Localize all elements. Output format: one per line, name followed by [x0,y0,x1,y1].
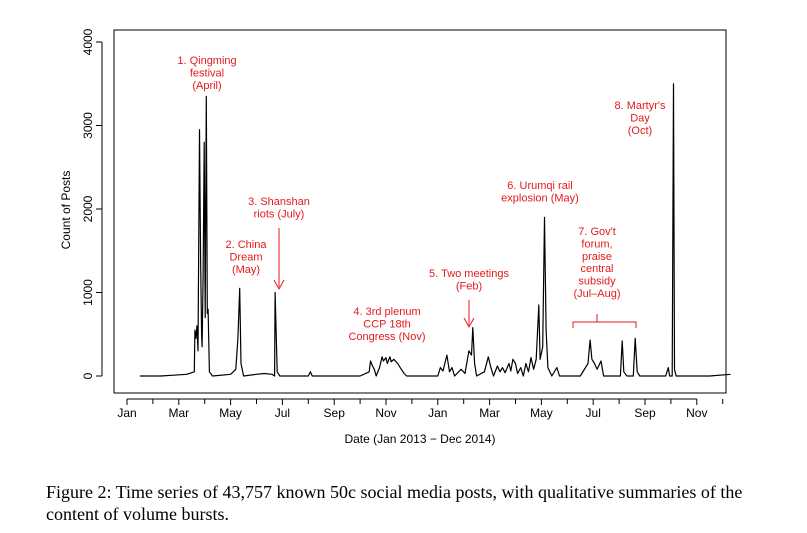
x-tick-label: Mar [168,406,189,420]
series-line [139,83,731,377]
annotation-text: 3. Shanshan [248,196,310,208]
y-tick-label: 0 [81,372,95,379]
plot-frame [113,29,727,394]
annotation-text: 1. Qingming [177,55,236,67]
annotation-text: forum, [581,238,612,250]
annotation-text: CCP 18th [363,318,411,330]
annotation-text: (April) [192,80,221,92]
annotation-text: riots (July) [254,208,305,220]
annotation-text: festival [190,67,224,79]
x-tick-label: Jul [275,406,290,420]
govt-forum-bracket [572,321,637,328]
time-series-chart: 0 1000 2000 3000 4000 Jan Mar May Jul Sep Nov Jan M… [59,28,731,446]
annotation-text: 7. Gov't [578,226,616,238]
x-tick-label: Nov [375,406,396,420]
annotation-text: 6. Urumqi rail [507,180,572,192]
x-tick-label: Jan [117,406,136,420]
annotation-text: 4. 3rd plenum [353,306,420,318]
x-tick-label: Mar [479,406,500,420]
x-axis-label: Date (Jan 2013 − Dec 2014) [344,432,495,446]
annotation-text: (Feb) [456,280,482,292]
annotation-text: subsidy [578,276,616,288]
y-tick-label: 2000 [81,195,95,222]
annotation-govt-forum: 7. Gov'tforum,praisecentralsubsidy(Jul–A… [573,226,620,300]
annotation-text: (May) [232,264,260,276]
y-axis: 0 1000 2000 3000 4000 [81,28,103,379]
annotation-text: (Jul–Aug) [573,288,620,300]
x-tick-label: Jan [428,406,447,420]
annotation-text: 2. China [226,239,268,251]
annotation-text: central [580,263,613,275]
annotation-two-meetings: 5. Two meetings(Feb) [429,268,509,292]
annotation-text: (Oct) [628,125,652,137]
annotation-text: Dream [229,251,262,263]
annotation-text: explosion (May) [501,192,579,204]
x-tick-label: May [219,406,242,420]
x-tick-label: Sep [634,406,656,420]
annotation-text: 8. Martyr's [615,100,666,112]
x-tick-label: May [530,406,553,420]
figure-caption: Figure 2: Time series of 43,757 known 50… [46,482,743,524]
annotation-text: 5. Two meetings [429,268,509,280]
y-tick-label: 4000 [81,28,95,55]
annotation-text: Congress (Nov) [348,331,425,343]
y-tick-label: 3000 [81,112,95,139]
shanshan-arrowhead [273,279,285,291]
y-tick-label: 1000 [81,279,95,306]
y-axis-label: Count of Posts [59,171,73,250]
x-tick-label: Jul [586,406,601,420]
annotation-text: praise [582,251,612,263]
two-meetings-arrowhead [463,317,475,329]
x-axis: Jan Mar May Jul Sep Nov Jan Mar May Jul Sep Nov [117,398,724,420]
x-tick-label: Nov [686,406,707,420]
annotation-text: Day [630,112,650,124]
x-tick-label: Sep [324,406,346,420]
